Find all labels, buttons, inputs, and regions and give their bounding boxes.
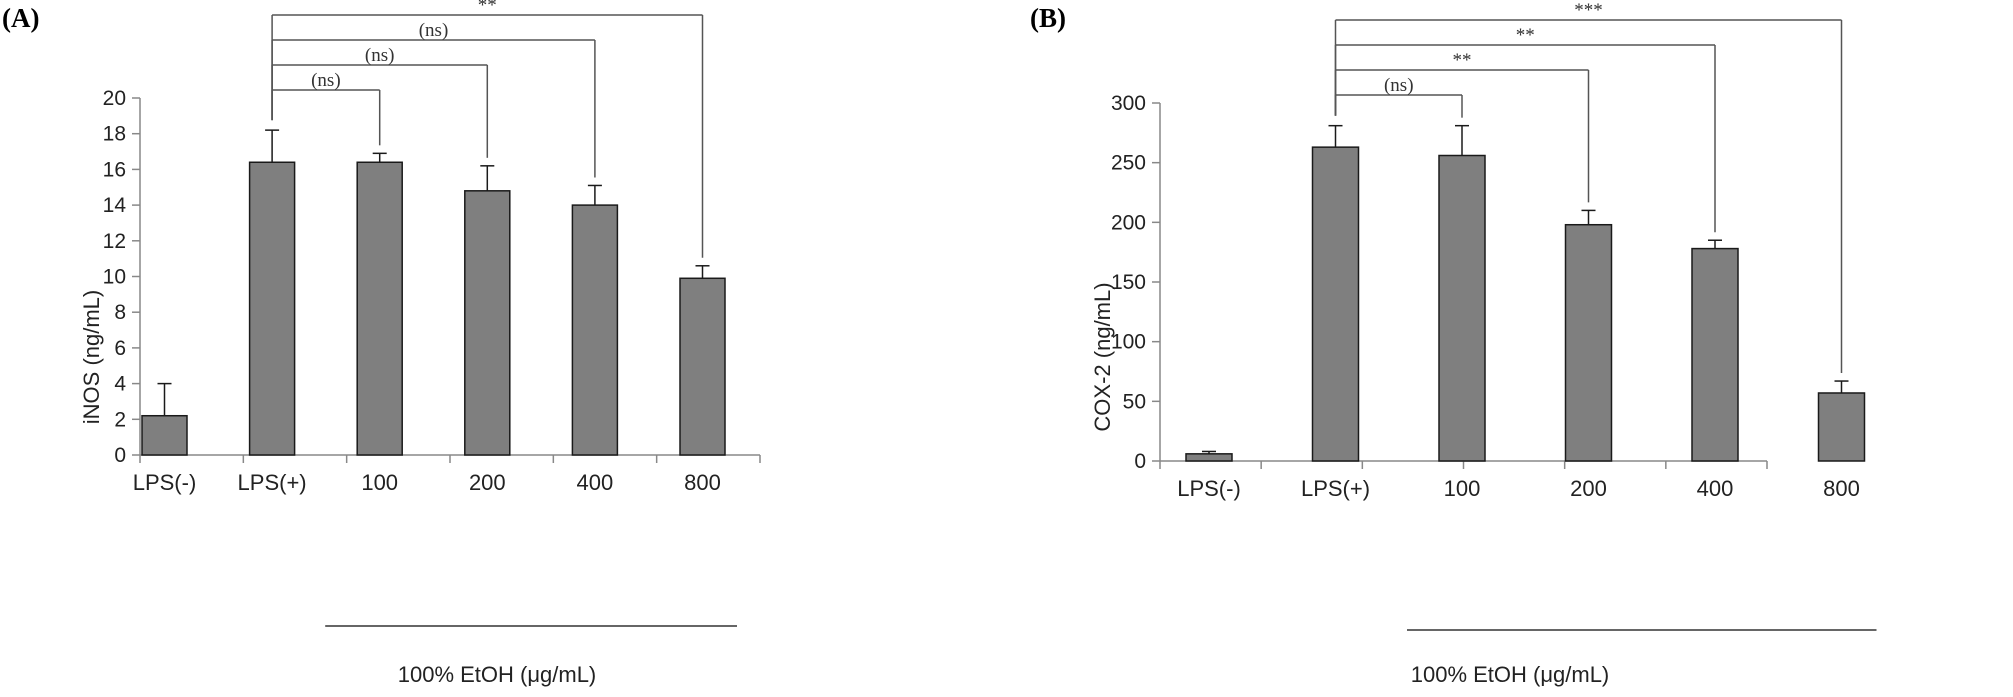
panel-label: (A) <box>2 3 39 33</box>
bar <box>571 204 619 456</box>
x-tick-label: 400 <box>577 470 614 495</box>
x-tick-label: 800 <box>684 470 721 495</box>
y-tick-label: 0 <box>1134 450 1146 473</box>
x-tick-label: 200 <box>469 470 506 495</box>
y-tick-label: 2 <box>114 408 126 431</box>
x-tick-label: 800 <box>1823 476 1860 501</box>
x-tick-label: LPS(+) <box>1301 476 1370 501</box>
bar <box>679 277 726 456</box>
bar <box>464 190 511 456</box>
significance-label: ** <box>1453 50 1472 71</box>
x-tick-label: 200 <box>1570 476 1607 501</box>
bar <box>1311 146 1360 462</box>
y-axis-title: iNOS (ng/mL) <box>79 290 104 424</box>
significance-label: (ns) <box>311 70 341 91</box>
y-tick-label: 250 <box>1111 152 1146 175</box>
y-tick-label: 300 <box>1111 92 1146 115</box>
bar <box>1438 154 1486 462</box>
x-tick-label: 100 <box>361 470 398 495</box>
bar <box>1691 247 1739 462</box>
y-tick-label: 18 <box>103 123 126 146</box>
significance-label: ** <box>1516 25 1535 46</box>
y-tick-label: 20 <box>103 87 126 110</box>
y-tick-label: 150 <box>1111 271 1146 294</box>
y-axis-title: COX-2 (ng/mL) <box>1090 282 1115 431</box>
y-tick-label: 8 <box>114 301 126 324</box>
significance-label: (ns) <box>419 20 449 41</box>
x-tick-label: LPS(-) <box>1177 476 1241 501</box>
y-tick-label: 0 <box>114 444 126 467</box>
y-tick-label: 4 <box>114 373 126 396</box>
bar <box>248 161 296 456</box>
y-tick-label: 6 <box>114 337 126 360</box>
panel-a: (A) iNOS (ng/mL) 100% EtOH (μg/mL) 0 2 4 6 8… <box>2 0 761 687</box>
bar <box>141 414 188 456</box>
panel-label: (B) <box>1030 3 1066 33</box>
y-tick-label: 14 <box>103 194 127 217</box>
y-tick-label: 10 <box>103 266 126 289</box>
significance-label: ** <box>478 0 497 16</box>
significance-label: (ns) <box>365 45 395 66</box>
group-label: 100% EtOH (μg/mL) <box>398 662 597 687</box>
significance-label: (ns) <box>1384 75 1414 96</box>
bar <box>1564 223 1613 462</box>
y-tick-label: 50 <box>1123 390 1146 413</box>
y-tick-label: 100 <box>1111 331 1146 354</box>
group-label: 100% EtOH (μg/mL) <box>1411 662 1610 687</box>
bar <box>1185 453 1233 462</box>
bar <box>1817 392 1866 462</box>
bar <box>356 161 403 456</box>
x-tick-label: 100 <box>1444 476 1481 501</box>
significance-label: *** <box>1574 0 1603 21</box>
y-tick-label: 16 <box>103 158 126 181</box>
y-tick-label: 200 <box>1111 211 1146 234</box>
x-tick-label: LPS(-) <box>133 470 197 495</box>
panel-b: (B) COX-2 (ng/mL) 100% EtOH (μg/mL) 0 50 1… <box>1030 0 1877 687</box>
x-tick-label: 400 <box>1697 476 1734 501</box>
y-tick-label: 12 <box>103 230 126 253</box>
x-tick-label: LPS(+) <box>238 470 307 495</box>
